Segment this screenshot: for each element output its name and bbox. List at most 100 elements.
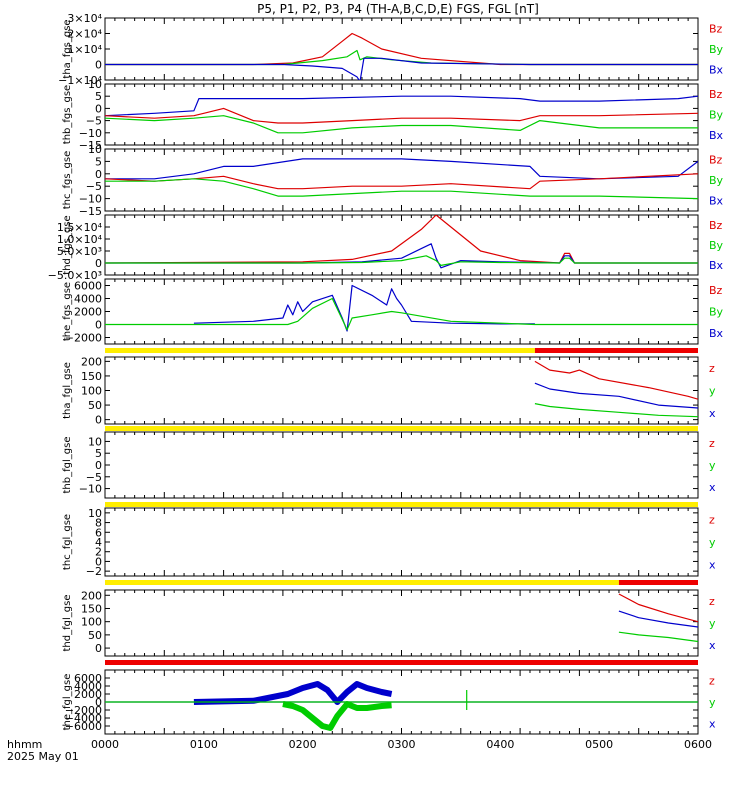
y-tick-label: 0 <box>95 102 102 115</box>
x-tick-label: 0400 <box>486 738 514 751</box>
y-tick-label: 100 <box>81 385 102 398</box>
y-tick-label: 0 <box>95 414 102 427</box>
y-tick-label: 0 <box>95 319 102 332</box>
status-bar-red <box>534 348 698 353</box>
y-tick-label: 6000 <box>74 280 102 293</box>
x-tick-label: 0100 <box>190 738 218 751</box>
legend-label: Bz <box>709 22 723 35</box>
x-tick-label: 0200 <box>289 738 317 751</box>
series-group <box>105 215 698 269</box>
y-tick-label: −10 <box>79 483 102 496</box>
series-line-y <box>105 297 698 331</box>
legend-label: y <box>709 385 716 398</box>
y-tick-label: −5 <box>86 115 102 128</box>
y-tick-label: 0 <box>95 459 102 472</box>
panel-frame <box>104 278 699 345</box>
legend-label: By <box>709 174 724 187</box>
legend-label: By <box>709 239 724 252</box>
status-bar-yellow <box>105 426 698 431</box>
y-tick-label: 1×10⁴ <box>67 43 102 56</box>
y-axis-label: the_fgl_gse <box>62 674 73 731</box>
series-line-z <box>534 360 698 400</box>
series-line-x <box>193 284 535 332</box>
legend-label: x <box>709 407 716 420</box>
y-tick-label: 1.5×10⁴ <box>57 221 103 234</box>
legend-label: z <box>709 513 715 526</box>
plot-title: P5, P1, P2, P3, P4 (TH-A,B,C,D,E) FGS, F… <box>257 2 539 16</box>
panel-frame <box>104 17 699 81</box>
legend-label: y <box>709 536 716 549</box>
y-tick-label: 100 <box>81 616 102 629</box>
y-tick-label: −10 <box>79 193 102 206</box>
series-line-z <box>105 107 698 124</box>
y-tick-label: −2 <box>86 565 102 578</box>
y-tick-label: 2 <box>95 546 102 559</box>
y-axis-label: the_fgs_gse <box>62 282 73 341</box>
legend-label: y <box>709 617 716 630</box>
y-tick-label: 0 <box>95 59 102 72</box>
series-line-y <box>534 403 698 418</box>
status-bar-red <box>618 580 698 585</box>
panel-frame <box>104 214 699 276</box>
y-axis-label: thc_fgs_gse <box>62 151 73 210</box>
series-group <box>105 158 698 200</box>
y-tick-label: −15 <box>79 205 102 218</box>
panel-thd_fgs_gse: 1.5×10⁴1.0×10⁴5.0×10³0−5.0×10³thd_fgs_gs… <box>48 214 724 282</box>
legend-label: x <box>709 481 716 494</box>
legend-label: y <box>709 696 716 709</box>
y-tick-label: 5 <box>95 90 102 103</box>
series-line-x <box>534 382 698 409</box>
status-bar-red <box>105 660 698 665</box>
legend-label: By <box>709 43 724 56</box>
y-tick-label: −6000 <box>65 720 102 733</box>
y-axis-label: thb_fgs_gse <box>62 85 73 144</box>
y-tick-label: 0 <box>95 642 102 655</box>
y-tick-label: 1.0×10⁴ <box>57 233 103 246</box>
legend-label: Bz <box>709 88 723 101</box>
y-tick-label: 10 <box>88 78 102 91</box>
legend-label: Bx <box>709 129 724 142</box>
legend-label: z <box>709 437 715 450</box>
legend-label: z <box>709 362 715 375</box>
series-line-y <box>105 178 698 200</box>
legend-label: By <box>709 306 724 319</box>
y-tick-label: 8 <box>95 517 102 530</box>
legend-label: Bz <box>709 284 723 297</box>
panel-frame <box>104 431 699 499</box>
y-axis-label: tha_fgs_gse <box>62 19 73 78</box>
y-axis-label: tha_fgl_gse <box>62 362 73 419</box>
y-tick-label: 200 <box>81 589 102 602</box>
y-tick-label: −1×10⁴ <box>58 74 102 87</box>
series-group <box>105 681 698 731</box>
y-axis-label: thd_fgl_gse <box>62 595 73 652</box>
legend-label: x <box>709 639 716 652</box>
legend-label: By <box>709 109 724 122</box>
legend-label: Bx <box>709 195 724 208</box>
series-group <box>618 593 698 643</box>
y-tick-label: 4000 <box>74 293 102 306</box>
y-tick-label: 150 <box>81 602 102 615</box>
series-line-x <box>105 243 698 269</box>
y-tick-label: 2000 <box>74 688 102 701</box>
series-line-y <box>105 255 698 266</box>
y-tick-label: 0 <box>95 168 102 181</box>
y-tick-label: 50 <box>88 629 102 642</box>
y-tick-label: 5.0×10³ <box>57 245 102 258</box>
y-tick-label: 5 <box>95 155 102 168</box>
y-axis-label: thb_fgl_gse <box>62 437 73 494</box>
panel-frame <box>104 356 699 425</box>
y-tick-label: 200 <box>81 355 102 368</box>
y-tick-label: 10 <box>88 143 102 156</box>
legend-label: x <box>709 717 716 730</box>
y-tick-label: 0 <box>95 555 102 568</box>
panel-frame <box>104 507 699 577</box>
series-group <box>105 95 698 134</box>
series-line-z <box>618 593 698 623</box>
legend-label: Bz <box>709 153 723 166</box>
